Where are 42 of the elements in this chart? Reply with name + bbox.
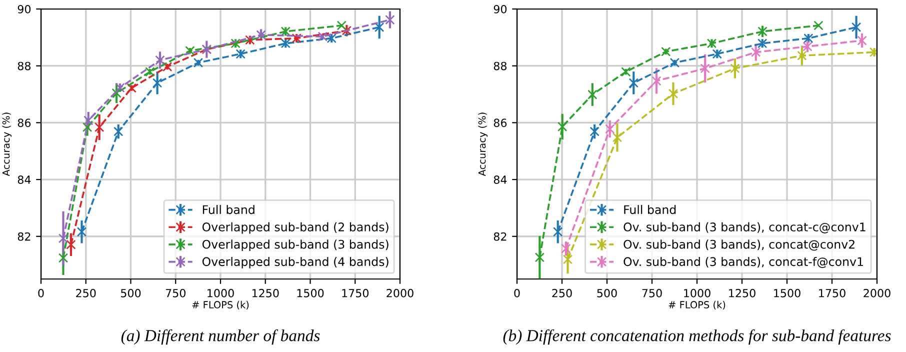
x-tick-label: 750 [642, 288, 662, 298]
legend-label: Overlapped sub-band (4 bands) [202, 256, 388, 268]
legend-label: Overlapped sub-band (3 bands) [202, 240, 388, 252]
legend-label: Ov. sub-band (3 bands), concat-f@conv1 [624, 256, 863, 268]
y-tick-label: 84 [494, 176, 507, 184]
x-tick-label: 2000 [386, 288, 414, 298]
y-tick-label: 88 [494, 62, 507, 70]
text: (a) Different number of bands [121, 329, 320, 345]
x-tick-label: 750 [166, 288, 186, 298]
x-tick-label: 1750 [342, 288, 369, 298]
x-tick-label: 1500 [297, 288, 324, 298]
x-tick-label: 250 [552, 288, 572, 298]
x-tick-label: 1750 [819, 288, 846, 298]
x-tick-label: 500 [121, 288, 141, 298]
x-tick-label: 0 [514, 288, 520, 298]
y-tick-label: 82 [18, 232, 30, 241]
x-tick-label: 250 [76, 288, 96, 298]
x-tick-label: 1000 [684, 288, 710, 298]
y-tick-label: 84 [18, 176, 31, 184]
x-tick-label: 1250 [252, 288, 279, 298]
x-tick-label: 500 [597, 288, 617, 298]
y-axis-title: Accuracy (%) [2, 112, 12, 176]
x-tick-label: 0 [38, 288, 44, 298]
y-tick-label: 82 [494, 232, 506, 241]
x-axis-title: # FLOPS (k) [192, 300, 249, 310]
x-axis-title: # FLOPS (k) [668, 300, 726, 310]
y-tick-label: 88 [18, 62, 31, 70]
x-tick-label: 2000 [864, 288, 890, 298]
y-tick-label: 86 [18, 118, 31, 128]
y-tick-label: 90 [494, 4, 507, 14]
x-tick-label: 1250 [729, 288, 756, 298]
legend-label: Overlapped sub-band (2 bands) [202, 222, 388, 234]
text: (b) Different concatenation methods for sub-band features [503, 329, 891, 345]
y-axis-title: Accuracy (%) [478, 112, 488, 176]
legend-label: Full band [202, 204, 254, 214]
legend-label: Full band [624, 204, 676, 214]
x-tick-label: 1500 [774, 288, 800, 298]
y-tick-label: 90 [18, 4, 31, 14]
legend-label: Ov. sub-band (3 bands), concat@conv2 [624, 240, 854, 251]
x-tick-label: 1000 [208, 288, 234, 298]
legend-label: Ov. sub-band (3 bands), concat-c@conv1 [624, 222, 866, 234]
y-tick-label: 86 [494, 118, 507, 128]
